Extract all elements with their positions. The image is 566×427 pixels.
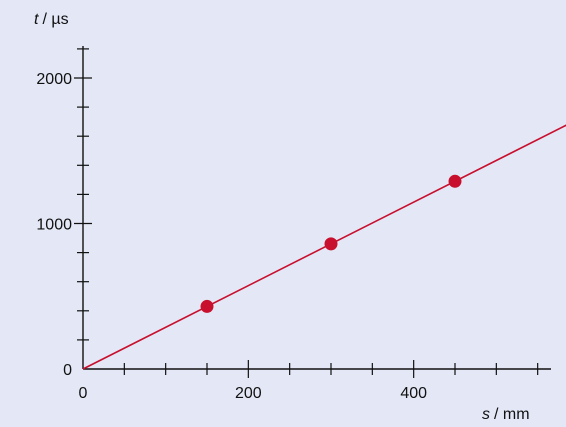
ticks: [74, 48, 539, 378]
x-tick-label: 0: [79, 385, 88, 402]
y-axis-unit: / µs: [42, 11, 68, 28]
tick-labels: 0200400600010002000: [36, 71, 566, 402]
x-axis-label: s / mm: [482, 406, 530, 423]
y-axis-label: t / µs: [34, 11, 69, 28]
axes: [82, 46, 551, 370]
series: [82, 124, 566, 370]
y-tick-label: 2000: [36, 71, 72, 88]
data-point: [448, 174, 462, 188]
y-tick-label: 0: [63, 362, 72, 379]
y-axis-symbol: t: [34, 11, 39, 28]
x-tick-label: 400: [400, 385, 427, 402]
x-tick-label: 200: [235, 385, 262, 402]
fit-line: [82, 124, 566, 370]
data-point: [200, 299, 214, 313]
x-axis-unit: / mm: [494, 406, 530, 423]
x-axis-symbol: s: [482, 406, 490, 423]
y-tick-label: 1000: [36, 217, 72, 234]
data-point: [324, 237, 338, 251]
